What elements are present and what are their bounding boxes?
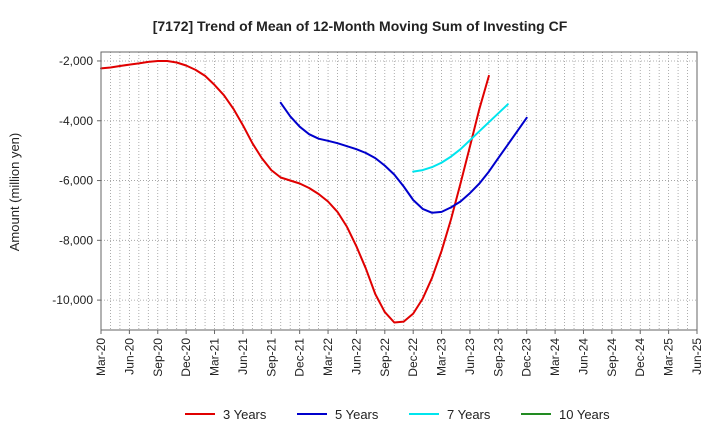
chart-title: [7172] Trend of Mean of 12-Month Moving … <box>153 18 568 34</box>
x-tick-label: Jun-20 <box>122 338 136 375</box>
y-tick-label: -4,000 <box>59 114 93 128</box>
series-lines <box>100 60 528 324</box>
x-tick-label: Jun-21 <box>236 338 250 375</box>
x-tick-label: Mar-25 <box>662 338 676 376</box>
y-tick-label: -2,000 <box>59 54 93 68</box>
legend-label: 5 Years <box>335 407 379 422</box>
legend-label: 10 Years <box>559 407 610 422</box>
x-tick-label: Sep-21 <box>264 338 278 377</box>
plot-frame <box>100 51 698 331</box>
x-tick-label: Mar-22 <box>321 338 335 376</box>
x-tick-label: Dec-23 <box>520 338 534 377</box>
y-tick-label: -8,000 <box>59 233 93 247</box>
x-tick-label: Mar-23 <box>435 338 449 376</box>
x-tick-label: Sep-20 <box>151 338 165 377</box>
series-line-5-years <box>279 101 528 214</box>
legend: 3 Years 5 Years 7 Years 10 Years <box>185 407 610 422</box>
x-tick-label: Jun-22 <box>349 338 363 375</box>
x-tick-label: Dec-21 <box>293 338 307 377</box>
x-tick-label: Mar-20 <box>94 338 108 376</box>
x-tick-label: Dec-24 <box>633 338 647 377</box>
legend-label: 7 Years <box>447 407 491 422</box>
x-tick-label: Mar-21 <box>208 338 222 376</box>
x-tick-label: Sep-22 <box>378 338 392 377</box>
legend-label: 3 Years <box>223 407 267 422</box>
x-tick-label: Sep-23 <box>491 338 505 377</box>
x-tick-label: Jun-24 <box>576 338 590 375</box>
x-tick-label: Dec-20 <box>179 338 193 377</box>
y-tick-label: -10,000 <box>52 293 93 307</box>
x-tick-label: Sep-24 <box>605 338 619 377</box>
y-tick-label: -6,000 <box>59 174 93 188</box>
grid <box>100 52 698 330</box>
series-line-3-years <box>100 60 490 324</box>
y-axis: -2,000 -4,000 -6,000 -8,000 -10,000 <box>52 54 101 307</box>
series-line-7-years <box>412 103 509 173</box>
y-axis-label: Amount (million yen) <box>7 133 22 252</box>
x-tick-label: Dec-22 <box>406 338 420 377</box>
x-tick-label: Jun-23 <box>463 338 477 375</box>
x-tick-label: Jun-25 <box>690 338 704 375</box>
x-axis: Mar-20 Jun-20 Sep-20 Dec-20 Mar-21 Jun-21 Sep-… <box>94 330 704 377</box>
x-tick-label: Mar-24 <box>548 338 562 376</box>
